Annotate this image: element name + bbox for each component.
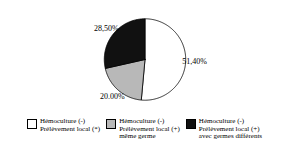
svg-text:28,50%: 28,50% bbox=[94, 24, 119, 33]
svg-text:51,40%: 51,40% bbox=[182, 57, 207, 66]
html-text:Hémoculture (-) Prélèvement lo: Hémoculture (-) Prélèvement local (*) bbox=[39, 117, 101, 133]
svg-text:20.00%: 20.00% bbox=[100, 92, 125, 101]
html-text:Hémoculture (-) Prélèvement lo: Hémoculture (-) Prélèvement local (+) mê… bbox=[119, 117, 180, 141]
html-text:Hémoculture (-) Prélèvement lo: Hémoculture (-) Prélèvement local (+) av… bbox=[198, 117, 263, 141]
